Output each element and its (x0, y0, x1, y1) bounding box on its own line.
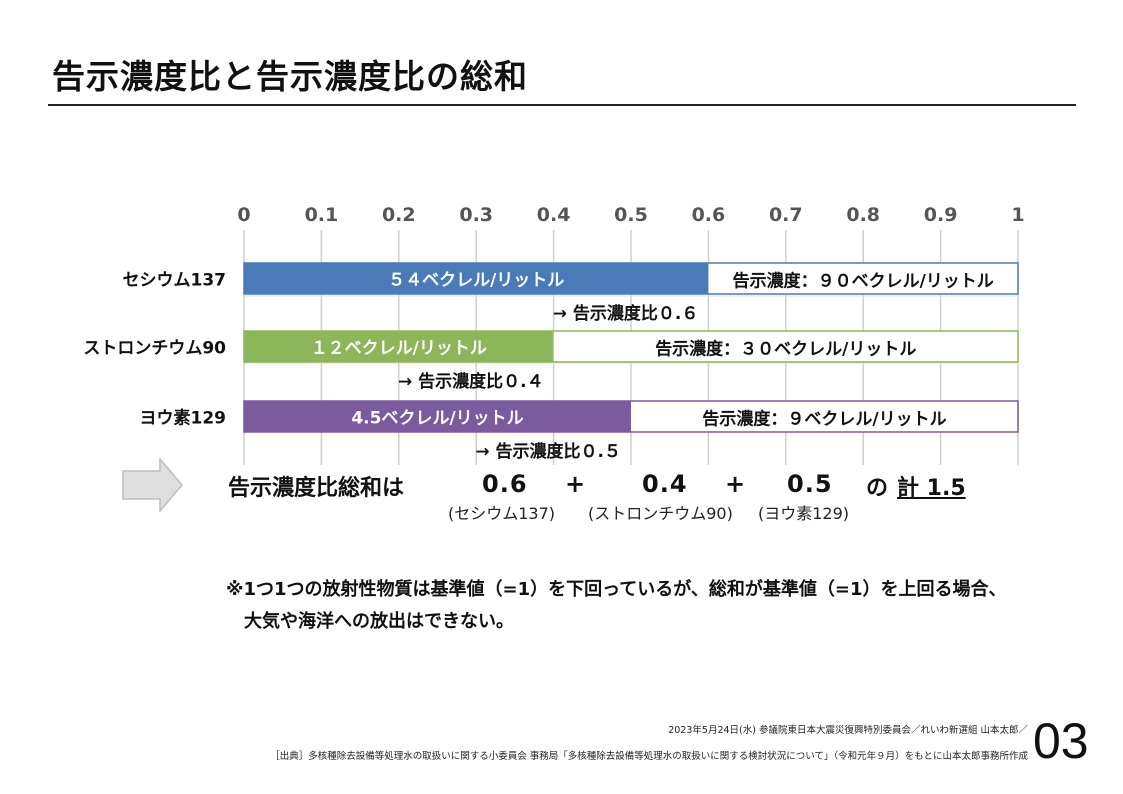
limit-label: 告示濃度：９ベクレル/リットル (702, 409, 946, 430)
x-tick-label: 0.1 (305, 204, 339, 226)
x-tick-label: 0.8 (846, 204, 880, 226)
ratio-label: → 告示濃度比０.５ (475, 441, 621, 462)
category-label: ヨウ素129 (140, 409, 227, 429)
limit-label: 告示濃度：３０ベクレル/リットル (655, 339, 916, 360)
value-bar (244, 263, 709, 294)
x-tick-label: 1 (1011, 204, 1024, 226)
bar-value-label: 4.5ベクレル/リットル (351, 409, 523, 429)
title-divider (48, 104, 1076, 106)
footer-source: ［出典］多核種除去設備等処理水の取扱いに関する小委員会 事務局「多核種除去設備等… (270, 751, 1028, 762)
x-tick-label: 0.3 (459, 204, 493, 226)
x-tick-label: 0.4 (537, 204, 571, 226)
ratio-label: → 告示濃度比０.４ (398, 371, 544, 392)
x-tick-label: 0.9 (924, 204, 958, 226)
sum-total: 計 1.5 (897, 476, 966, 501)
bar-value-label: ５４ベクレル/リットル (388, 271, 564, 291)
sum-value-cesium: 0.6 (482, 470, 528, 498)
concentration-ratio-chart: 0 0.1 0.2 0.3 0.4 0.5 0.6 0.7 0.8 0.9 1 セシウム137 ５４ベク… (83, 204, 1025, 465)
x-tick-label: 0.7 (769, 204, 803, 226)
sum-value-iodine: 0.5 (787, 470, 833, 498)
sum-sub-strontium: (ストロンチウム90) (588, 504, 733, 523)
limit-label: 告示濃度：９０ベクレル/リットル (733, 271, 994, 292)
page-title: 告示濃度比と告示濃度比の総和 (52, 57, 528, 96)
x-tick-label: 0.6 (692, 204, 726, 226)
value-bar (244, 401, 631, 432)
plus-sign: + (565, 470, 586, 498)
note-line-2: 大気や海洋への放出はできない。 (244, 611, 514, 632)
note-line-1: ※1つ1つの放射性物質は基準値（=1）を下回っているが、総和が基準値（=1）を上… (226, 579, 1007, 600)
category-label: セシウム137 (123, 271, 227, 291)
value-bar (244, 331, 554, 362)
x-tick-label: 0 (237, 204, 250, 226)
x-tick-label: 0.5 (614, 204, 648, 226)
sum-total-prefix: の (866, 476, 889, 501)
x-tick-label: 0.2 (382, 204, 416, 226)
sum-sub-cesium: (セシウム137) (448, 504, 556, 523)
footer-credit: 2023年5月24日(水) 参議院東日本大震災復興特別委員会／れいわ新選組 山本… (668, 725, 1028, 736)
ratio-label: → 告示濃度比０.６ (553, 303, 699, 324)
sum-value-strontium: 0.4 (642, 470, 688, 498)
sum-label: 告示濃度比総和は (228, 476, 405, 501)
sum-sub-iodine: (ヨウ素129) (758, 504, 850, 523)
bar-value-label: １２ベクレル/リットル (311, 339, 487, 359)
category-label: ストロンチウム90 (83, 339, 226, 359)
right-arrow-icon (122, 458, 183, 512)
plus-sign: + (725, 470, 746, 498)
page-number: 03 (1033, 713, 1089, 769)
